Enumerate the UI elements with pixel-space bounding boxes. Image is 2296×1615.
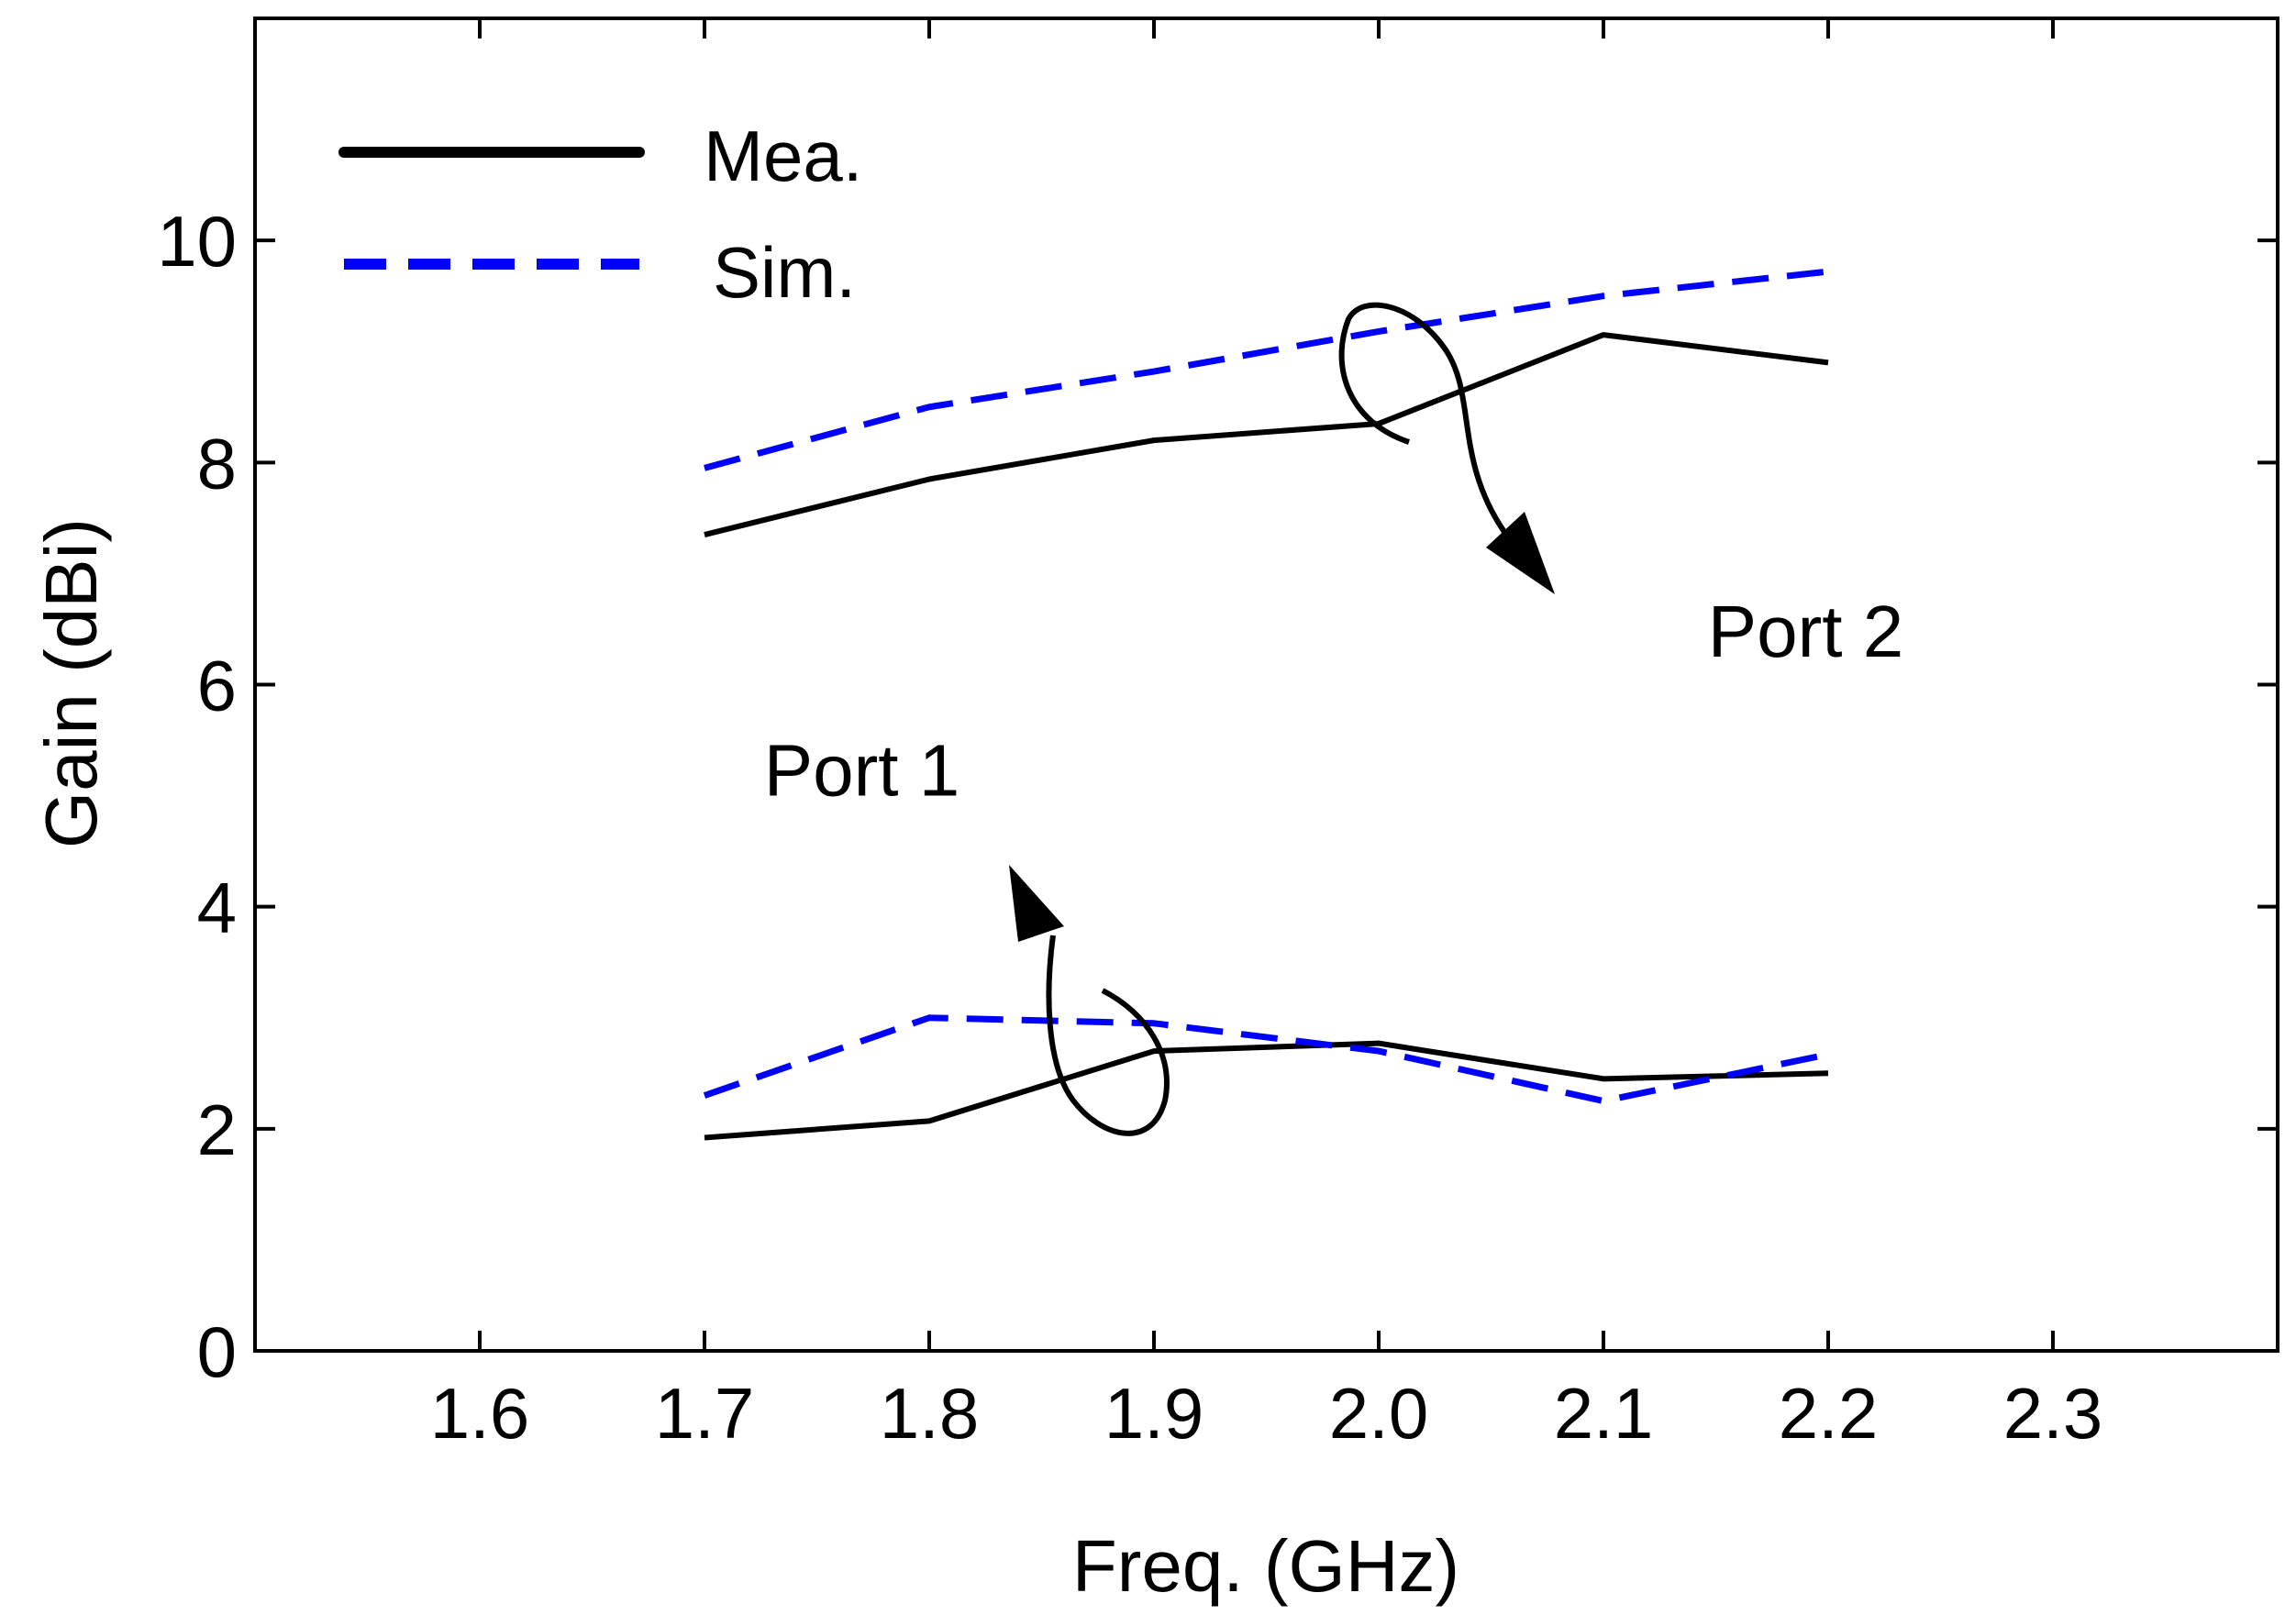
y-tick-label: 4 <box>197 868 237 948</box>
legend-mea-label: Mea. <box>704 116 862 196</box>
port-2-loop-arrow-path <box>1338 302 1507 534</box>
x-tick-label: 1.7 <box>655 1373 754 1454</box>
port-1-mea-line <box>704 1040 1829 1141</box>
x-tick-label: 2.1 <box>1554 1373 1653 1454</box>
port-1-sim-line <box>703 1014 1829 1105</box>
legend: Mea. Sim. <box>338 116 862 313</box>
y-tick-label: 0 <box>197 1311 237 1392</box>
port-2-annotation: Port 2 <box>1708 591 1903 672</box>
annotations: Port 2 Port 1 <box>764 302 1903 1136</box>
y-tick-label: 2 <box>197 1090 237 1170</box>
port-1-annotation: Port 1 <box>764 730 959 812</box>
x-tick-label: 1.6 <box>430 1373 529 1454</box>
port-1-arrowhead-icon <box>1009 865 1064 942</box>
y-axis-title: Gain (dBi) <box>30 518 112 848</box>
port-2-arrowhead-icon <box>1486 512 1555 594</box>
y-tick-label: 10 <box>157 201 237 282</box>
tick-marks <box>255 18 2278 1353</box>
x-tick-label: 1.9 <box>1104 1373 1203 1454</box>
tick-labels: 1.6 1.7 1.8 1.9 2.0 2.1 2.2 2.3 0 2 4 6 8 10 <box>157 201 2102 1454</box>
x-tick-label: 1.8 <box>880 1373 979 1454</box>
series-layer <box>703 268 1829 1141</box>
legend-sim-label: Sim. <box>713 232 856 313</box>
y-tick-label: 8 <box>197 423 237 503</box>
plot-frame <box>253 17 2279 1353</box>
x-tick-label: 2.2 <box>1779 1373 1878 1454</box>
x-axis-title: Freq. (GHz) <box>1072 1525 1459 1607</box>
x-tick-label: 2.3 <box>2003 1373 2102 1454</box>
y-tick-label: 6 <box>197 646 237 726</box>
port-1-loop-arrow-path <box>1046 935 1170 1136</box>
port-2-sim-line <box>704 268 1829 471</box>
port-2-mea-line <box>704 332 1829 537</box>
x-tick-label: 2.0 <box>1329 1373 1428 1454</box>
